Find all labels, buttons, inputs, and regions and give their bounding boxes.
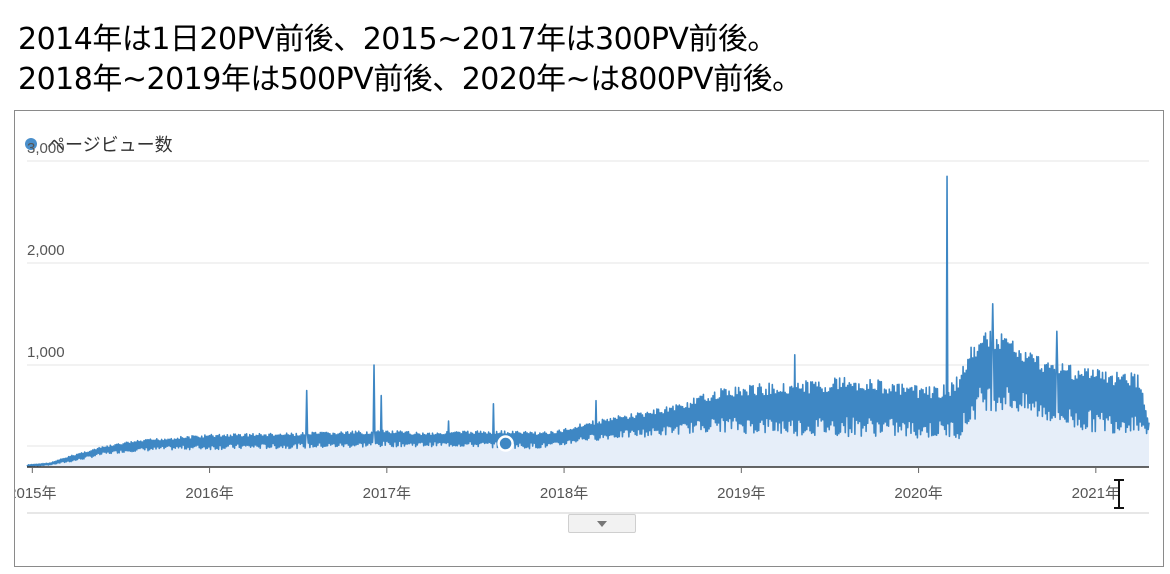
legend-label: ページビュー数 bbox=[47, 135, 173, 156]
caption-line-2: 2018年~2019年は500PV前後、2020年~は800PV前後。 bbox=[18, 62, 802, 97]
x-axis-ticks: 2015年 2016年 2017年 2018年 2019年 2020年 2021年 bbox=[15, 467, 1120, 502]
caption-line-1: 2014年は1日20PV前後、2015~2017年は300PV前後。 bbox=[18, 22, 777, 57]
x-tick-label-6: 2021年 bbox=[1072, 485, 1120, 502]
scroll-handle[interactable] bbox=[568, 514, 636, 533]
x-tick-label-1: 2016年 bbox=[185, 485, 233, 502]
chart-legend: ページビュー数 bbox=[25, 131, 173, 157]
y-tick-label-2: 3,000 bbox=[27, 140, 65, 157]
x-tick-label-3: 2018年 bbox=[540, 485, 588, 502]
series-line bbox=[26, 175, 1150, 467]
x-tick-label-2: 2017年 bbox=[363, 485, 411, 502]
highlight-point bbox=[497, 435, 514, 452]
x-tick-label-0: 2015年 bbox=[15, 485, 57, 502]
x-tick-label-4: 2019年 bbox=[717, 485, 765, 502]
y-tick-label-0: 1,000 bbox=[27, 344, 65, 361]
x-tick-label-5: 2020年 bbox=[894, 485, 942, 502]
series-area bbox=[27, 176, 1149, 468]
pageview-chart: 1,000 2,000 3,000 2015年 2016年 2017年 2018年 2019… bbox=[15, 140, 1150, 514]
x-axis bbox=[27, 466, 1149, 514]
series-pageviews bbox=[26, 175, 1150, 468]
text-cursor-icon bbox=[1114, 479, 1124, 509]
chevron-down-icon bbox=[597, 520, 607, 527]
y-tick-label-1: 2,000 bbox=[27, 242, 65, 259]
caption: 2014年は1日20PV前後、2015~2017年は300PV前後。 2018年… bbox=[18, 20, 802, 100]
legend-dot-icon bbox=[25, 138, 37, 150]
y-axis-ticks: 1,000 2,000 3,000 bbox=[27, 140, 65, 361]
